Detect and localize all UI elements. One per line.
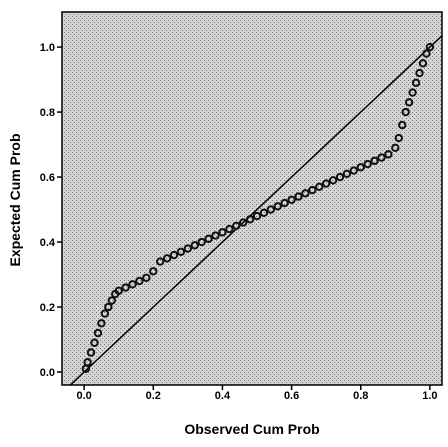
y-tick-label: 0.8 [40,107,55,119]
point [377,153,386,162]
point [408,88,417,97]
point [225,224,234,234]
y-axis-title: Expected Cum Prob [7,133,23,266]
point [415,68,424,78]
point [422,49,431,58]
x-tick-label: 0.8 [353,390,368,402]
point [266,205,276,214]
x-tick-label: 0.0 [76,390,91,402]
point [90,338,99,347]
point [142,273,151,282]
x-tick-label: 0.6 [284,390,299,402]
point [394,133,403,143]
point [294,192,303,201]
point [425,42,435,52]
point [370,156,379,166]
y-tick-label: 0.4 [40,237,56,249]
point [204,234,213,243]
point [280,198,289,208]
point [183,244,193,253]
point [197,237,206,247]
point [162,254,172,263]
point [273,202,282,211]
point [418,59,428,68]
x-axis-title: Observed Cum Prob [184,421,319,437]
point [349,166,359,175]
point [176,247,186,256]
point [308,185,317,195]
y-tick-label: 0.0 [40,367,55,379]
point [149,267,158,276]
point [401,107,410,117]
point [107,296,116,305]
point [97,319,106,328]
y-tick-label: 1.0 [40,42,55,54]
point [121,283,130,292]
point [86,348,96,357]
point [135,276,144,286]
point [315,182,324,192]
point [259,208,269,217]
point [190,241,199,250]
plot-layer [69,35,442,385]
point [356,163,365,172]
point [245,215,255,224]
point [238,218,248,227]
point [404,98,414,107]
plot-area [61,11,443,386]
point [411,78,421,88]
point [93,328,103,338]
x-tick-label: 1.0 [422,390,437,402]
point [398,120,407,130]
point [155,257,165,266]
point [169,250,179,260]
point [128,280,137,289]
point [252,211,262,221]
y-tick-label: 0.2 [40,302,55,314]
point [301,189,310,198]
point [100,309,110,318]
point [328,176,338,185]
point [114,286,123,295]
point [335,172,345,182]
point [342,169,352,179]
point [321,179,331,188]
x-tick-label: 0.4 [215,390,231,402]
point [104,302,113,312]
reference-line [69,35,442,385]
x-tick-label: 0.2 [146,390,161,402]
point [83,358,92,367]
point [232,221,241,230]
point [211,231,220,240]
point [391,143,400,153]
point [384,150,393,159]
point [218,228,227,237]
point [287,195,296,204]
y-tick-label: 0.6 [40,172,55,184]
point [363,159,372,169]
